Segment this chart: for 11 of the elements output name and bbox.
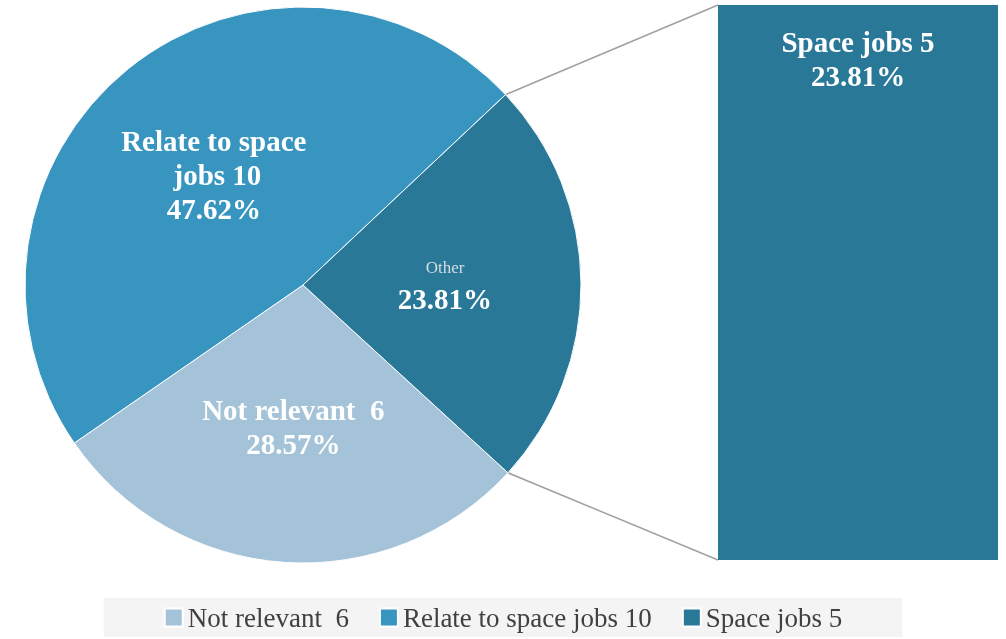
legend-label: Not relevant 6 <box>187 602 349 633</box>
slice-label: Not relevant 6 <box>202 393 385 426</box>
category-label: Space jobs 5 <box>781 26 935 58</box>
data-label: 23.81% <box>397 283 493 316</box>
data-label: 47.62% <box>166 192 261 225</box>
text: 23.81% <box>810 60 906 92</box>
slice-label: Relate to space jobs 10 <box>121 124 307 191</box>
data-label: 28.57% <box>246 427 341 460</box>
text: Other <box>425 257 465 277</box>
legend-label: Relate to space jobs 10 <box>402 602 652 633</box>
legend-label: Space jobs 5 <box>705 602 843 633</box>
